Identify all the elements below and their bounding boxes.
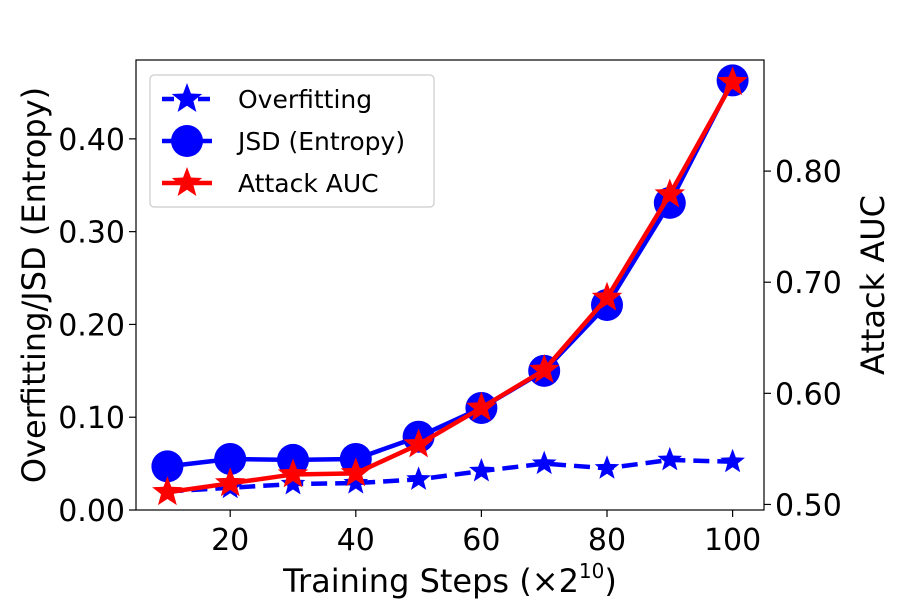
data-point xyxy=(528,354,560,383)
data-point xyxy=(277,458,309,488)
data-point xyxy=(591,281,623,311)
data-point xyxy=(657,446,683,471)
y-axis-right-label: Attack AUC xyxy=(854,195,892,375)
data-point xyxy=(469,458,494,482)
data-point xyxy=(403,428,434,458)
legend-entry: JSD (Entropy) xyxy=(162,125,405,157)
x-axis-label-exponent: 10 xyxy=(579,559,604,583)
series-line xyxy=(167,79,735,469)
y-right-tick-label: 0.60 xyxy=(775,377,842,412)
legend-entry: Overfitting xyxy=(162,83,372,114)
data-point xyxy=(152,476,183,506)
legend-label: JSD (Entropy) xyxy=(236,127,405,156)
series-line xyxy=(167,81,735,495)
legend-marker xyxy=(171,125,203,157)
y-left-tick-label: 0.10 xyxy=(58,401,125,436)
data-point xyxy=(406,466,431,490)
data-point xyxy=(720,448,745,473)
legend-label: Overfitting xyxy=(238,85,372,114)
data-point xyxy=(594,455,620,479)
y-right-tick-label: 0.70 xyxy=(775,266,842,301)
y-left-tick-label: 0.40 xyxy=(58,123,125,158)
y-left-tick-label: 0.30 xyxy=(58,216,125,251)
data-point xyxy=(214,442,247,475)
x-tick-label: 20 xyxy=(211,523,249,558)
legend-marker xyxy=(171,167,203,196)
data-point xyxy=(343,470,369,494)
data-point xyxy=(531,450,557,475)
legend-marker xyxy=(171,83,203,112)
data-point xyxy=(654,178,686,208)
legend-entry: Attack AUC xyxy=(162,167,379,198)
y-left-tick-label: 0.00 xyxy=(58,494,125,529)
data-point xyxy=(340,457,372,487)
y-right-tick-label: 0.80 xyxy=(775,155,842,190)
data-point xyxy=(280,471,306,495)
series-attack-auc xyxy=(152,66,748,506)
data-point xyxy=(214,467,246,497)
legend-box xyxy=(149,74,435,208)
y-axis-left-label: Overfitting/JSD (Entropy) xyxy=(15,87,53,483)
data-point xyxy=(466,391,497,421)
x-tick-label: 60 xyxy=(462,523,500,558)
x-tick-label: 40 xyxy=(337,523,375,558)
x-tick-label: 80 xyxy=(588,523,626,558)
y-right-tick-label: 0.50 xyxy=(775,488,842,523)
x-axis-label: Training Steps (×210) xyxy=(282,559,617,600)
y-left-tick-label: 0.20 xyxy=(58,308,125,343)
x-tick-label: 100 xyxy=(704,523,761,558)
legend-label: Attack AUC xyxy=(238,169,379,198)
data-point xyxy=(151,450,184,483)
x-axis-label-end: ) xyxy=(604,562,616,600)
data-point xyxy=(717,66,748,96)
